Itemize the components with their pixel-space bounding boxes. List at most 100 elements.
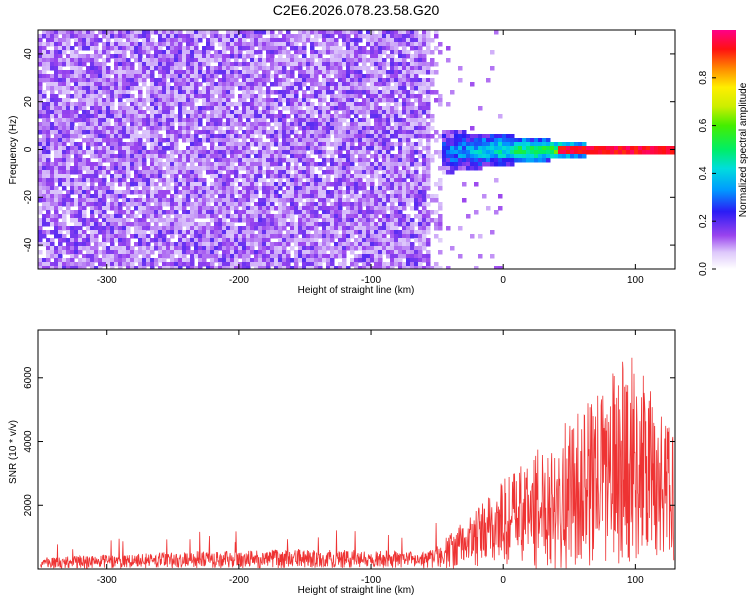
spectrogram-cell <box>242 146 247 151</box>
spectrogram-cell <box>322 74 327 79</box>
spectrogram-cell <box>110 158 115 163</box>
spectrogram-cell <box>390 90 395 95</box>
spectrogram-cell <box>134 258 139 263</box>
spectrogram-cell <box>378 174 383 179</box>
spectrogram-cell <box>134 254 139 259</box>
spectrogram-cell <box>206 162 211 167</box>
spectrogram-cell <box>274 102 279 107</box>
spectrogram-cell <box>86 30 91 35</box>
spectrogram-cell <box>230 258 235 263</box>
spectrogram-cell <box>146 130 151 135</box>
spectrogram-cell <box>302 254 307 259</box>
spectrogram-cell <box>286 102 291 107</box>
spectrogram-cell <box>178 166 183 171</box>
spectrogram-cell <box>66 158 71 163</box>
spectrogram-cell <box>130 74 135 79</box>
spectrogram-cell <box>202 110 207 115</box>
spectrogram-cell <box>326 194 331 199</box>
spectrogram-cell <box>170 178 175 183</box>
spectrogram-cell <box>222 218 227 223</box>
spectrogram-cell <box>378 90 383 95</box>
spectrogram-cell <box>226 198 231 203</box>
spectrogram-cell <box>402 90 407 95</box>
spectrogram-cell <box>66 34 71 39</box>
spectrogram-cell <box>302 258 307 263</box>
spectrogram-cell <box>46 166 51 171</box>
spectrogram-cell <box>278 142 283 147</box>
spectrogram-cell <box>102 206 107 211</box>
spectrogram-cell <box>142 262 147 267</box>
spectrogram-cell <box>262 222 267 227</box>
spectrogram-cell <box>226 146 231 151</box>
spectrogram-cell <box>38 222 43 227</box>
spectrogram-cell <box>218 54 223 59</box>
spectrogram-cell <box>50 262 55 267</box>
spectrogram-cell <box>86 78 91 83</box>
spectrogram-cell <box>158 138 163 143</box>
spectrogram-cell <box>206 78 211 83</box>
spectrogram-cell <box>170 46 175 51</box>
spectrogram-cell <box>106 238 111 243</box>
spectrogram-cell <box>250 214 255 219</box>
spectrogram-cell <box>358 154 363 159</box>
spectrogram-cell <box>82 258 87 263</box>
spectrogram-cell <box>390 158 395 163</box>
spectrogram-cell <box>106 30 111 35</box>
spectrogram-cell <box>282 154 287 159</box>
spectrogram-cell <box>142 102 147 107</box>
spectrogram-cell <box>122 78 127 83</box>
spectrogram-cell <box>322 246 327 251</box>
spectrogram-cell <box>158 50 163 55</box>
spectrogram-cell <box>282 166 287 171</box>
spectrogram-cell <box>330 206 335 211</box>
spectrogram-cell <box>394 30 399 35</box>
spectrogram-cell <box>138 158 143 163</box>
spectrogram-cell <box>278 174 283 179</box>
spectrogram-cell <box>150 66 155 71</box>
spectrogram-cell <box>58 194 63 199</box>
spectrogram-cell <box>334 30 339 35</box>
spectrogram-cell <box>354 226 359 231</box>
spectrogram-cell <box>206 46 211 51</box>
spectrogram-cell <box>350 250 355 255</box>
spectrogram-cell <box>242 194 247 199</box>
spectrogram-cell <box>326 74 331 79</box>
spectrogram-cell <box>106 262 111 267</box>
spectrogram-cell <box>370 54 375 59</box>
spectrogram-cell <box>198 230 203 235</box>
spectrogram-cell <box>206 214 211 219</box>
spectrogram-cell <box>170 62 175 67</box>
spectrogram-cell <box>386 154 391 159</box>
spectrogram-cell <box>214 182 219 187</box>
spectrogram-cell <box>90 238 95 243</box>
spectrogram-cell <box>222 98 227 103</box>
spectrogram-cell <box>258 158 263 163</box>
spectrogram-cell <box>294 42 299 47</box>
spectrogram-cell <box>262 146 267 151</box>
spectrogram-cell <box>258 250 263 255</box>
spectrogram-cell <box>74 222 79 227</box>
spectrogram-cell <box>66 206 71 211</box>
spectrogram-cell <box>182 230 187 235</box>
spectrogram-cell <box>366 214 371 219</box>
spectrogram-cell <box>398 262 403 267</box>
spectrogram-cell <box>290 230 295 235</box>
spectrogram-cell <box>138 178 143 183</box>
spectrogram-cell <box>70 234 75 239</box>
spectrogram-cell <box>354 214 359 219</box>
spectrogram-cell <box>370 198 375 203</box>
spectrogram-cell <box>310 86 315 91</box>
spectrogram-cell <box>210 234 215 239</box>
spectrogram-cell <box>318 162 323 167</box>
spectrogram-cell <box>414 30 419 35</box>
spectrogram-cell <box>398 42 403 47</box>
spectrogram-cell <box>402 194 407 199</box>
spectrogram-cell <box>146 222 151 227</box>
spectrogram-cell <box>298 190 303 195</box>
spectrogram-cell <box>126 142 131 147</box>
spectrogram-cell <box>358 126 363 131</box>
spectrogram-cell <box>118 266 123 269</box>
spectrogram-cell <box>322 82 327 87</box>
spectrogram-cell <box>354 42 359 47</box>
spectrogram-cell <box>114 154 119 159</box>
